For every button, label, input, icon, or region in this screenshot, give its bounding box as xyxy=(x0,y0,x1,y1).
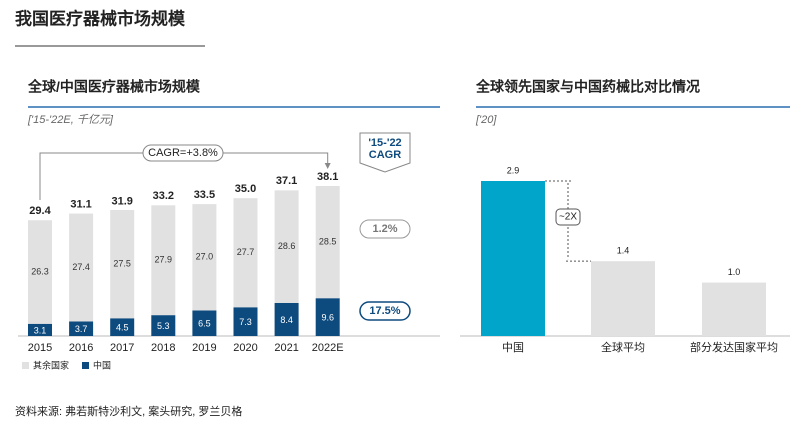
total-label: 29.4 xyxy=(29,205,51,217)
bar-segment xyxy=(69,321,94,336)
x-tick-label: 2017 xyxy=(110,342,134,354)
source-note: 资料来源: 弗若斯特沙利文, 案头研究, 罗兰贝格 xyxy=(15,404,242,418)
legend-swatch xyxy=(22,362,29,369)
total-label: 35.0 xyxy=(235,183,256,195)
bar xyxy=(702,282,766,336)
value-label: 27.4 xyxy=(72,262,90,272)
x-tick-label: 2016 xyxy=(69,342,93,354)
page-title: 我国医疗器械市场规模 xyxy=(15,8,186,28)
x-tick-label: 部分发达国家平均 xyxy=(690,340,778,354)
bar-segment xyxy=(110,210,135,319)
total-label: 38.1 xyxy=(317,171,338,183)
legend-swatch xyxy=(82,362,89,369)
value-label: 27.9 xyxy=(155,255,173,265)
value-label: 28.5 xyxy=(319,236,337,246)
cagr-arrow xyxy=(324,163,331,169)
bar-segment xyxy=(151,315,176,336)
cagr-badge xyxy=(359,301,411,321)
cagr-header: CAGR xyxy=(369,149,401,161)
value-label: 1.4 xyxy=(617,246,630,256)
value-label: 8.4 xyxy=(280,315,293,325)
bar-segment xyxy=(192,310,217,336)
value-label: 9.6 xyxy=(321,312,334,322)
value-label: 27.5 xyxy=(113,259,131,269)
bar-segment xyxy=(274,302,299,336)
value-label: 2.9 xyxy=(507,165,520,175)
bar-segment xyxy=(233,307,258,336)
chart-title: 全球/中国医疗器械市场规模 xyxy=(27,79,201,95)
value-label: 27.7 xyxy=(237,247,255,257)
cagr-box xyxy=(142,144,224,162)
value-label: 7.3 xyxy=(239,317,252,327)
bar-segment xyxy=(315,298,340,336)
annotation-box xyxy=(555,208,581,226)
value-label: 3.1 xyxy=(34,325,47,335)
x-tick-label: 全球平均 xyxy=(601,340,645,354)
total-label: 31.9 xyxy=(111,195,132,207)
bar-segment xyxy=(315,186,340,299)
legend-label: 其余国家 xyxy=(33,359,69,370)
value-label: 6.5 xyxy=(198,319,211,329)
x-tick-label: 2020 xyxy=(233,342,257,354)
x-tick-label: 2018 xyxy=(151,342,175,354)
bar-segment xyxy=(151,205,176,316)
total-label: 37.1 xyxy=(276,175,297,187)
cagr-header: '15-'22 xyxy=(368,137,401,149)
value-label: 1.0 xyxy=(728,267,741,277)
cagr-badge xyxy=(359,219,411,239)
bar-segment xyxy=(69,213,94,322)
value-label: 28.6 xyxy=(278,241,296,251)
legend-label: 中国 xyxy=(93,359,111,370)
total-label: 33.5 xyxy=(194,189,215,201)
bar xyxy=(591,261,655,336)
cagr-value: 17.5% xyxy=(369,305,400,317)
chart-title: 全球领先国家与中国药械比对比情况 xyxy=(475,79,700,95)
total-label: 33.2 xyxy=(153,190,174,202)
bar-segment xyxy=(274,190,299,303)
x-tick-label: 2015 xyxy=(28,342,52,354)
x-tick-label: 中国 xyxy=(502,341,524,354)
bar-segment xyxy=(233,198,258,308)
cagr-label: CAGR=+3.8% xyxy=(148,147,218,159)
bar xyxy=(481,181,545,336)
value-label: 4.5 xyxy=(116,323,129,333)
cagr-value: 1.2% xyxy=(372,223,397,235)
annotation: ~2X xyxy=(559,212,577,223)
value-label: 3.7 xyxy=(75,324,88,334)
x-tick-label: 2021 xyxy=(274,342,298,354)
bar-segment xyxy=(192,204,217,311)
chart-subtitle: ['20] xyxy=(475,114,497,126)
x-tick-label: 2022E xyxy=(312,342,344,354)
value-label: 5.3 xyxy=(157,321,170,331)
total-label: 31.1 xyxy=(70,198,91,210)
value-label: 27.0 xyxy=(196,252,214,262)
x-tick-label: 2019 xyxy=(192,342,216,354)
value-label: 26.3 xyxy=(31,266,49,276)
cagr-header-box xyxy=(359,132,411,173)
bar-segment xyxy=(110,318,135,336)
bar-segment xyxy=(28,323,52,336)
chart-subtitle: ['15-'22E, 千亿元] xyxy=(27,113,114,126)
bar-segment xyxy=(28,220,52,324)
